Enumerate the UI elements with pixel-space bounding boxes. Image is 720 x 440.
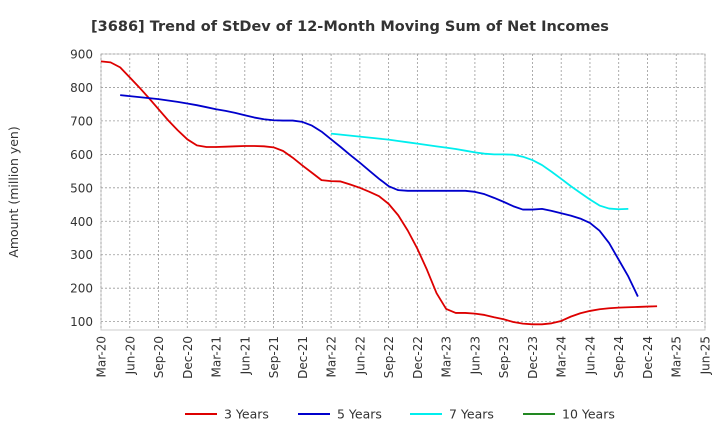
- x-tick-label: Mar-22: [325, 336, 339, 377]
- x-tick-label: Dec-20: [181, 336, 195, 379]
- legend-label: 10 Years: [562, 407, 615, 422]
- x-tick-label: Sep-23: [497, 336, 511, 378]
- x-tick-label: Sep-21: [267, 336, 281, 378]
- y-tick-label: 300: [70, 248, 93, 262]
- series-line-7-years: [331, 132, 629, 211]
- x-tick-label: Jun-22: [353, 336, 367, 375]
- legend-label: 3 Years: [224, 407, 269, 422]
- y-tick-label: 400: [70, 215, 93, 229]
- x-tick-label: Dec-22: [411, 336, 425, 379]
- x-tick-label: Dec-21: [296, 336, 310, 379]
- axes: 100 200 300 400 500 600 700 800 900 Mar-20 Jun-20 S…: [70, 48, 712, 379]
- x-tick-label: Dec-23: [526, 336, 540, 379]
- x-tick-label: Jun-24: [583, 336, 597, 375]
- y-tick-label: 100: [70, 315, 93, 329]
- x-tick-label: Sep-22: [382, 336, 396, 378]
- x-tick-label: Mar-23: [440, 336, 454, 377]
- y-tick-label: 600: [70, 148, 93, 162]
- x-tick-label: Sep-24: [612, 336, 626, 378]
- y-tick-label: 800: [70, 81, 93, 95]
- x-tick-label: Jun-23: [468, 336, 482, 375]
- series-lines: [100, 60, 658, 326]
- chart-title: [3686] Trend of StDev of 12-Month Moving…: [91, 19, 609, 35]
- x-tick-label: Mar-24: [555, 336, 569, 377]
- grid-lines: [100, 53, 706, 330]
- legend-label: 7 Years: [449, 407, 494, 422]
- plot-area: [100, 53, 706, 331]
- x-tick-label: Mar-20: [95, 336, 109, 377]
- x-tick-label: Jun-21: [238, 336, 252, 375]
- x-tick-label: Mar-25: [670, 336, 684, 377]
- x-tick-label: Dec-24: [641, 336, 655, 379]
- x-tick-label: Sep-20: [152, 336, 166, 378]
- legend: 3 Years 5 Years 7 Years 10 Years: [185, 407, 615, 422]
- y-tick-label: 500: [70, 181, 93, 195]
- y-tick-label: 700: [70, 114, 93, 128]
- y-tick-label: 900: [70, 48, 93, 62]
- legend-label: 5 Years: [337, 407, 382, 422]
- y-axis-label: Amount (million yen): [6, 126, 21, 257]
- x-tick-label: Jun-25: [699, 336, 713, 375]
- series-line-5-years: [120, 94, 639, 297]
- y-tick-label: 200: [70, 282, 93, 296]
- series-line-3-years: [100, 60, 658, 326]
- x-tick-label: Mar-21: [210, 336, 224, 377]
- x-tick-label: Jun-20: [123, 336, 137, 375]
